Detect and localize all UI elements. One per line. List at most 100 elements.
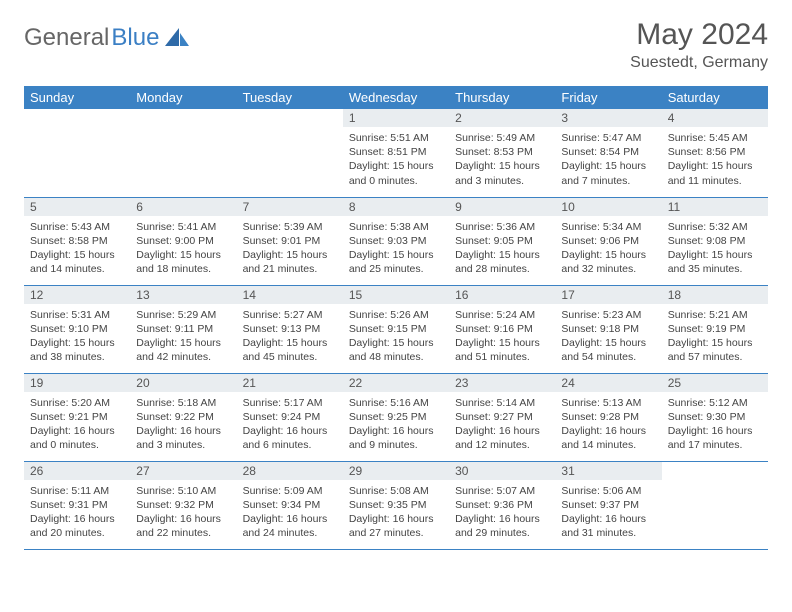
sunset-line: Sunset: 9:18 PM bbox=[561, 322, 655, 336]
daylight-line: Daylight: 16 hours and 24 minutes. bbox=[243, 512, 337, 540]
calendar-cell: 11Sunrise: 5:32 AMSunset: 9:08 PMDayligh… bbox=[662, 197, 768, 285]
day-number: 27 bbox=[130, 462, 236, 480]
day-details: Sunrise: 5:17 AMSunset: 9:24 PMDaylight:… bbox=[237, 394, 343, 457]
sunset-line: Sunset: 9:36 PM bbox=[455, 498, 549, 512]
day-details: Sunrise: 5:51 AMSunset: 8:51 PMDaylight:… bbox=[343, 129, 449, 192]
day-number: 28 bbox=[237, 462, 343, 480]
sunrise-line: Sunrise: 5:38 AM bbox=[349, 220, 443, 234]
sunset-line: Sunset: 9:35 PM bbox=[349, 498, 443, 512]
sunrise-line: Sunrise: 5:45 AM bbox=[668, 131, 762, 145]
day-number: 10 bbox=[555, 198, 661, 216]
day-number: 11 bbox=[662, 198, 768, 216]
sunrise-line: Sunrise: 5:23 AM bbox=[561, 308, 655, 322]
day-details: Sunrise: 5:34 AMSunset: 9:06 PMDaylight:… bbox=[555, 218, 661, 281]
daylight-line: Daylight: 16 hours and 3 minutes. bbox=[136, 424, 230, 452]
sunrise-line: Sunrise: 5:31 AM bbox=[30, 308, 124, 322]
brand-logo: GeneralBlue bbox=[24, 18, 193, 52]
sunrise-line: Sunrise: 5:39 AM bbox=[243, 220, 337, 234]
day-details: Sunrise: 5:36 AMSunset: 9:05 PMDaylight:… bbox=[449, 218, 555, 281]
sunset-line: Sunset: 9:34 PM bbox=[243, 498, 337, 512]
weekday-header: Saturday bbox=[662, 86, 768, 109]
sunset-line: Sunset: 9:22 PM bbox=[136, 410, 230, 424]
sunset-line: Sunset: 9:32 PM bbox=[136, 498, 230, 512]
calendar-cell: 21Sunrise: 5:17 AMSunset: 9:24 PMDayligh… bbox=[237, 373, 343, 461]
calendar-row: 19 Sunrise: 5:20 AMSunset: 9:21 PMDayligh… bbox=[24, 373, 768, 461]
sunrise-line: Sunrise: 5:13 AM bbox=[561, 396, 655, 410]
calendar-cell: 12Sunrise: 5:31 AMSunset: 9:10 PMDayligh… bbox=[24, 285, 130, 373]
sunset-line: Sunset: 9:25 PM bbox=[349, 410, 443, 424]
day-details: Sunrise: 5:20 AMSunset: 9:21 PMDaylight:… bbox=[24, 394, 130, 457]
day-details: Sunrise: 5:18 AMSunset: 9:22 PMDaylight:… bbox=[130, 394, 236, 457]
calendar-cell: 25Sunrise: 5:12 AMSunset: 9:30 PMDayligh… bbox=[662, 373, 768, 461]
calendar-cell: 15Sunrise: 5:26 AMSunset: 9:15 PMDayligh… bbox=[343, 285, 449, 373]
sunset-line: Sunset: 9:13 PM bbox=[243, 322, 337, 336]
weekday-header: Sunday bbox=[24, 86, 130, 109]
calendar-body: 1Sunrise: 5:51 AMSunset: 8:51 PMDaylight… bbox=[24, 109, 768, 549]
month-title: May 2024 bbox=[630, 18, 768, 52]
sail-icon bbox=[165, 28, 193, 48]
daylight-line: Daylight: 16 hours and 6 minutes. bbox=[243, 424, 337, 452]
calendar-cell bbox=[130, 109, 236, 197]
day-number: 7 bbox=[237, 198, 343, 216]
day-number: 8 bbox=[343, 198, 449, 216]
calendar-row: 12Sunrise: 5:31 AMSunset: 9:10 PMDayligh… bbox=[24, 285, 768, 373]
day-details: Sunrise: 5:10 AMSunset: 9:32 PMDaylight:… bbox=[130, 482, 236, 545]
daylight-line: Daylight: 16 hours and 17 minutes. bbox=[668, 424, 762, 452]
sunrise-line: Sunrise: 5:14 AM bbox=[455, 396, 549, 410]
calendar-row: 26Sunrise: 5:11 AMSunset: 9:31 PMDayligh… bbox=[24, 461, 768, 549]
sunset-line: Sunset: 9:10 PM bbox=[30, 322, 124, 336]
sunset-line: Sunset: 9:00 PM bbox=[136, 234, 230, 248]
daylight-line: Daylight: 15 hours and 54 minutes. bbox=[561, 336, 655, 364]
daylight-line: Daylight: 16 hours and 9 minutes. bbox=[349, 424, 443, 452]
calendar-cell bbox=[237, 109, 343, 197]
weekday-header: Wednesday bbox=[343, 86, 449, 109]
day-details: Sunrise: 5:29 AMSunset: 9:11 PMDaylight:… bbox=[130, 306, 236, 369]
calendar-cell bbox=[662, 461, 768, 549]
day-details: Sunrise: 5:21 AMSunset: 9:19 PMDaylight:… bbox=[662, 306, 768, 369]
sunset-line: Sunset: 9:24 PM bbox=[243, 410, 337, 424]
sunrise-line: Sunrise: 5:20 AM bbox=[30, 396, 124, 410]
sunrise-line: Sunrise: 5:17 AM bbox=[243, 396, 337, 410]
daylight-line: Daylight: 15 hours and 28 minutes. bbox=[455, 248, 549, 276]
day-number: 2 bbox=[449, 109, 555, 127]
daylight-line: Daylight: 15 hours and 18 minutes. bbox=[136, 248, 230, 276]
day-number: 3 bbox=[555, 109, 661, 127]
daylight-line: Daylight: 15 hours and 57 minutes. bbox=[668, 336, 762, 364]
sunset-line: Sunset: 9:16 PM bbox=[455, 322, 549, 336]
day-number: 4 bbox=[662, 109, 768, 127]
sunrise-line: Sunrise: 5:34 AM bbox=[561, 220, 655, 234]
brand-part2: Blue bbox=[111, 24, 159, 52]
sunset-line: Sunset: 9:28 PM bbox=[561, 410, 655, 424]
sunrise-line: Sunrise: 5:06 AM bbox=[561, 484, 655, 498]
day-number: 29 bbox=[343, 462, 449, 480]
day-details: Sunrise: 5:23 AMSunset: 9:18 PMDaylight:… bbox=[555, 306, 661, 369]
daylight-line: Daylight: 16 hours and 27 minutes. bbox=[349, 512, 443, 540]
sunset-line: Sunset: 9:27 PM bbox=[455, 410, 549, 424]
day-details: Sunrise: 5:38 AMSunset: 9:03 PMDaylight:… bbox=[343, 218, 449, 281]
daylight-line: Daylight: 16 hours and 31 minutes. bbox=[561, 512, 655, 540]
calendar-row: 1Sunrise: 5:51 AMSunset: 8:51 PMDaylight… bbox=[24, 109, 768, 197]
header: GeneralBlue May 2024 Suestedt, Germany bbox=[24, 18, 768, 72]
day-number: 15 bbox=[343, 286, 449, 304]
day-number: 19 bbox=[24, 374, 130, 392]
daylight-line: Daylight: 15 hours and 14 minutes. bbox=[30, 248, 124, 276]
sunrise-line: Sunrise: 5:36 AM bbox=[455, 220, 549, 234]
day-number: 14 bbox=[237, 286, 343, 304]
day-details: Sunrise: 5:43 AMSunset: 8:58 PMDaylight:… bbox=[24, 218, 130, 281]
sunrise-line: Sunrise: 5:21 AM bbox=[668, 308, 762, 322]
day-details: Sunrise: 5:12 AMSunset: 9:30 PMDaylight:… bbox=[662, 394, 768, 457]
day-number: 18 bbox=[662, 286, 768, 304]
calendar-cell bbox=[24, 109, 130, 197]
calendar-cell: 29 Sunrise: 5:08 AMSunset: 9:35 PMDayligh… bbox=[343, 461, 449, 549]
daylight-line: Daylight: 16 hours and 0 minutes. bbox=[30, 424, 124, 452]
weekday-header: Monday bbox=[130, 86, 236, 109]
sunrise-line: Sunrise: 5:29 AM bbox=[136, 308, 230, 322]
daylight-line: Daylight: 15 hours and 45 minutes. bbox=[243, 336, 337, 364]
day-details: Sunrise: 5:09 AMSunset: 9:34 PMDaylight:… bbox=[237, 482, 343, 545]
day-details: Sunrise: 5:06 AMSunset: 9:37 PMDaylight:… bbox=[555, 482, 661, 545]
day-details: Sunrise: 5:08 AMSunset: 9:35 PMDaylight:… bbox=[343, 482, 449, 545]
sunset-line: Sunset: 9:11 PM bbox=[136, 322, 230, 336]
daylight-line: Daylight: 15 hours and 48 minutes. bbox=[349, 336, 443, 364]
day-details: Sunrise: 5:13 AMSunset: 9:28 PMDaylight:… bbox=[555, 394, 661, 457]
day-details: Sunrise: 5:41 AMSunset: 9:00 PMDaylight:… bbox=[130, 218, 236, 281]
